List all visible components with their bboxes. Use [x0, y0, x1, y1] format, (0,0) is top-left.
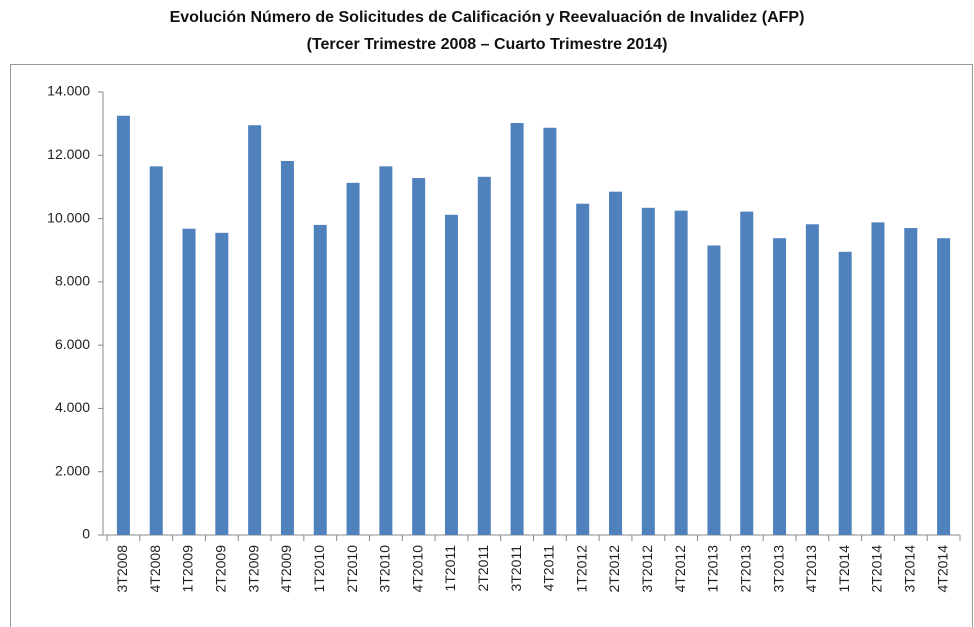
- x-tick-label: 3T2013: [770, 545, 786, 593]
- x-tick-label: 3T2008: [114, 545, 130, 593]
- x-tick-label: 1T2012: [573, 545, 589, 593]
- bar: [477, 176, 491, 535]
- chart-subtitle: (Tercer Trimestre 2008 – Cuarto Trimestr…: [307, 36, 668, 53]
- bar: [641, 207, 655, 535]
- x-tick-label: 4T2013: [803, 545, 819, 593]
- bar: [543, 127, 557, 535]
- y-tick-label: 14.000: [47, 83, 90, 99]
- x-tick-label: 1T2011: [442, 545, 458, 592]
- x-tick-label: 4T2011: [541, 545, 557, 592]
- bar: [576, 203, 590, 535]
- bar: [740, 211, 754, 536]
- bar: [773, 238, 787, 535]
- bar: [182, 228, 196, 535]
- bar: [215, 232, 229, 535]
- x-tick-label: 4T2010: [409, 545, 425, 593]
- y-tick-label: 8.000: [55, 273, 90, 289]
- bar: [674, 210, 688, 536]
- bar: [280, 160, 294, 535]
- y-tick-label: 2.000: [55, 462, 90, 478]
- bar: [838, 251, 852, 535]
- bar: [609, 191, 623, 536]
- y-tick-label: 4.000: [55, 399, 90, 415]
- x-tick-label: 4T2012: [672, 545, 688, 593]
- y-tick-label: 6.000: [55, 336, 90, 352]
- x-tick-label: 2T2012: [606, 545, 622, 593]
- y-tick-label: 12.000: [47, 146, 90, 162]
- x-tick-label: 2T2011: [475, 545, 491, 592]
- chart-title: Evolución Número de Solicitudes de Calif…: [170, 9, 805, 26]
- bar: [346, 182, 360, 535]
- x-tick-label: 2T2014: [869, 545, 885, 593]
- x-tick-label: 1T2013: [705, 545, 721, 593]
- bar: [707, 245, 721, 536]
- x-tick-label: 2T2009: [213, 545, 229, 593]
- x-tick-label: 4T2009: [278, 545, 294, 593]
- bar: [444, 214, 458, 535]
- x-tick-label: 1T2009: [180, 545, 196, 593]
- bar: [937, 238, 951, 535]
- y-tick-label: 0: [82, 526, 90, 542]
- bar: [248, 125, 262, 535]
- x-tick-label: 3T2011: [508, 545, 524, 592]
- x-tick-label: 1T2010: [311, 545, 327, 593]
- x-tick-label: 2T2010: [344, 545, 360, 593]
- x-tick-label: 3T2010: [377, 545, 393, 593]
- x-tick-label: 1T2014: [836, 545, 852, 593]
- chart-border: [10, 64, 973, 627]
- x-tick-label: 4T2008: [147, 545, 163, 593]
- x-tick-label: 3T2009: [245, 545, 261, 593]
- bar: [871, 222, 885, 535]
- bar: [904, 228, 918, 536]
- bar: [313, 224, 327, 535]
- bar: [116, 115, 130, 535]
- x-tick-label: 2T2013: [737, 545, 753, 593]
- x-tick-label: 3T2012: [639, 545, 655, 593]
- bar: [149, 166, 163, 535]
- bar: [805, 224, 819, 535]
- bar: [379, 166, 393, 535]
- y-tick-label: 10.000: [47, 209, 90, 225]
- bar: [412, 178, 426, 535]
- x-tick-label: 3T2014: [901, 545, 917, 593]
- bar: [510, 123, 524, 535]
- x-tick-label: 4T2014: [934, 545, 950, 593]
